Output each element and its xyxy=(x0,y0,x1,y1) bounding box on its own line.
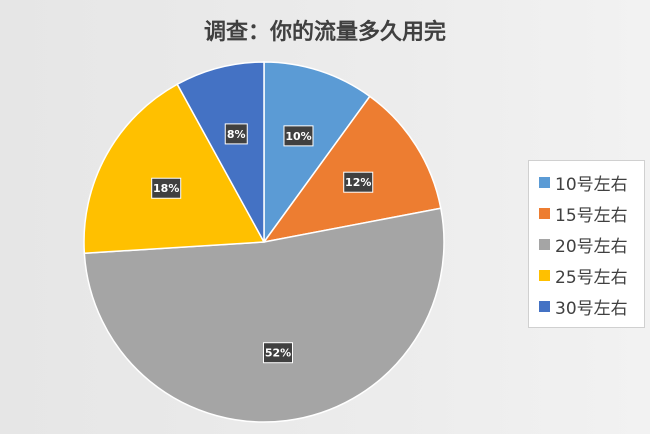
pie-slice-2 xyxy=(262,95,442,244)
data-label-5: 8% xyxy=(224,123,248,145)
data-label-box xyxy=(224,123,248,145)
legend-item-3: 20号左右 xyxy=(539,229,644,260)
data-label-box xyxy=(283,125,314,147)
legend-label: 15号左右 xyxy=(555,206,628,226)
data-label-box xyxy=(262,342,293,364)
pie-slice-4 xyxy=(83,83,266,255)
legend-swatch xyxy=(539,177,550,188)
data-label-text: 8% xyxy=(227,128,246,141)
data-label-3: 52% xyxy=(262,342,293,364)
data-label-text: 18% xyxy=(153,182,179,195)
data-label-2: 12% xyxy=(343,171,374,193)
data-label-box xyxy=(151,177,182,199)
legend-swatch xyxy=(539,239,550,250)
legend-item-4: 25号左右 xyxy=(539,260,644,291)
legend-swatch xyxy=(539,270,550,281)
data-label-box xyxy=(343,171,374,193)
legend-label: 10号左右 xyxy=(555,175,628,195)
legend-item-1: 10号左右 xyxy=(539,167,644,198)
data-label-1: 10% xyxy=(283,125,314,147)
data-label-text: 52% xyxy=(265,347,291,360)
legend-label: 30号左右 xyxy=(555,299,628,319)
legend-label: 20号左右 xyxy=(555,237,628,257)
chart-legend: 10号左右 15号左右 20号左右 25号左右 30号左右 xyxy=(528,160,645,328)
legend-swatch xyxy=(539,301,550,312)
legend-item-2: 15号左右 xyxy=(539,198,644,229)
pie-slice-5 xyxy=(176,61,265,243)
legend-label: 25号左右 xyxy=(555,268,628,288)
data-label-text: 12% xyxy=(345,176,371,189)
pie-slice-1 xyxy=(263,61,371,245)
data-label-4: 18% xyxy=(151,177,182,199)
legend-swatch xyxy=(539,208,550,219)
chart-title: 调查：你的流量多久用完 xyxy=(203,20,446,45)
data-label-text: 10% xyxy=(285,130,311,143)
legend-item-5: 30号左右 xyxy=(539,291,644,322)
pie-slice-3 xyxy=(83,207,445,423)
